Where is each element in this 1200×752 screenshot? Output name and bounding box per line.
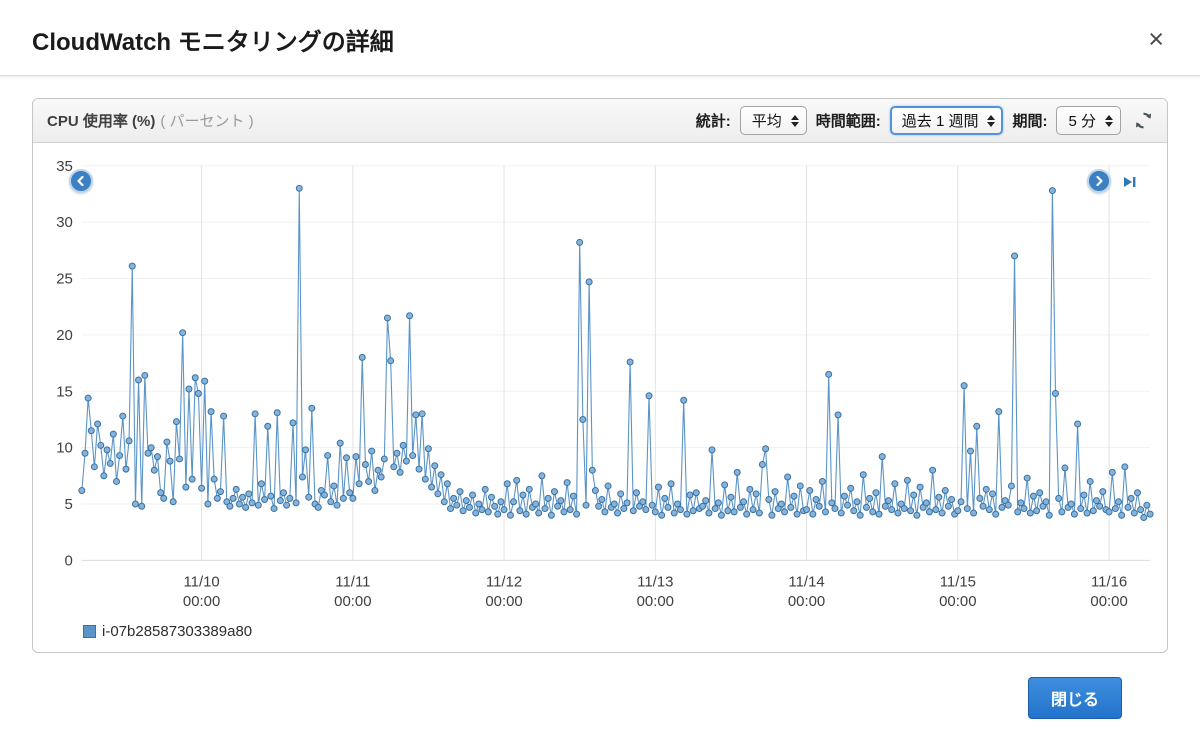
select-arrows-icon [790,114,799,127]
svg-text:11/14: 11/14 [788,573,824,590]
svg-text:00:00: 00:00 [637,593,674,610]
metric-unit: ( パーセント ) [160,113,254,130]
svg-text:11/11: 11/11 [335,573,370,590]
skip-to-latest-button[interactable] [1122,174,1137,195]
modal-body: CPU 使用率 (%) ( パーセント ) 統計: 平均 時間範囲: 過去 1 … [0,76,1200,653]
period-select[interactable]: 5 分 [1056,106,1121,135]
select-arrows-icon [987,114,996,127]
svg-text:00:00: 00:00 [939,593,976,610]
time-range-select[interactable]: 過去 1 週間 [889,106,1004,135]
svg-text:5: 5 [65,496,73,513]
svg-text:30: 30 [56,214,73,231]
close-icon[interactable]: × [1148,24,1164,54]
select-arrows-icon [1105,114,1113,127]
legend-series-label: i-07b28587303389a80 [102,623,253,640]
refresh-icon [1135,112,1152,129]
time-range-select-value: 過去 1 週間 [901,113,979,130]
modal-footer: 閉じる [0,653,1200,719]
svg-text:00:00: 00:00 [788,593,825,610]
chart-legend: i-07b28587303389a80 [35,623,1165,652]
chart-area: 0 5 10 15 20 25 30 35 11/10 00:00 11/11 00:00 11/12 0… [33,143,1167,652]
time-range-label: 時間範囲: [815,113,881,130]
svg-text:10: 10 [56,440,73,457]
modal-header: CloudWatch モニタリングの詳細 × [0,0,1200,76]
svg-text:0: 0 [65,552,73,569]
cpu-utilization-chart: 0 5 10 15 20 25 30 35 11/10 00:00 11/11 00:00 11/12 0… [56,158,1154,610]
svg-text:00:00: 00:00 [334,593,371,610]
metric-panel: CPU 使用率 (%) ( パーセント ) 統計: 平均 時間範囲: 過去 1 … [32,98,1168,653]
statistic-select[interactable]: 平均 [739,106,807,135]
svg-text:00:00: 00:00 [485,593,522,610]
period-label: 期間: [1012,113,1048,130]
chevron-left-icon [77,175,84,187]
refresh-button[interactable] [1132,109,1155,132]
legend-swatch [83,625,96,638]
statistic-select-value: 平均 [751,113,782,130]
svg-text:11/15: 11/15 [940,573,976,590]
scroll-left-button[interactable] [69,169,93,193]
panel-header: CPU 使用率 (%) ( パーセント ) 統計: 平均 時間範囲: 過去 1 … [33,99,1167,143]
svg-text:11/10: 11/10 [183,573,219,590]
cloudwatch-monitoring-modal: CloudWatch モニタリングの詳細 × CPU 使用率 (%) ( パーセ… [0,0,1200,719]
skip-to-end-icon [1124,177,1136,187]
scroll-right-button[interactable] [1087,169,1111,193]
chevron-right-icon [1096,175,1103,187]
metric-title: CPU 使用率 (%) [47,113,156,130]
svg-text:11/13: 11/13 [637,573,673,590]
svg-text:11/16: 11/16 [1091,573,1127,590]
svg-text:00:00: 00:00 [183,593,220,610]
statistic-label: 統計: [695,113,731,130]
svg-text:20: 20 [56,327,73,344]
metric-title-group: CPU 使用率 (%) ( パーセント ) [47,110,254,131]
svg-text:11/12: 11/12 [486,573,522,590]
chart-controls: 統計: 平均 時間範囲: 過去 1 週間 期間: 5 分 [696,106,1155,135]
svg-text:00:00: 00:00 [1090,593,1127,610]
svg-text:15: 15 [56,383,73,400]
svg-text:25: 25 [56,270,73,287]
close-modal-button[interactable]: 閉じる [1027,677,1122,719]
period-select-value: 5 分 [1068,113,1096,130]
svg-text:35: 35 [56,158,73,175]
modal-title: CloudWatch モニタリングの詳細 [32,29,394,56]
